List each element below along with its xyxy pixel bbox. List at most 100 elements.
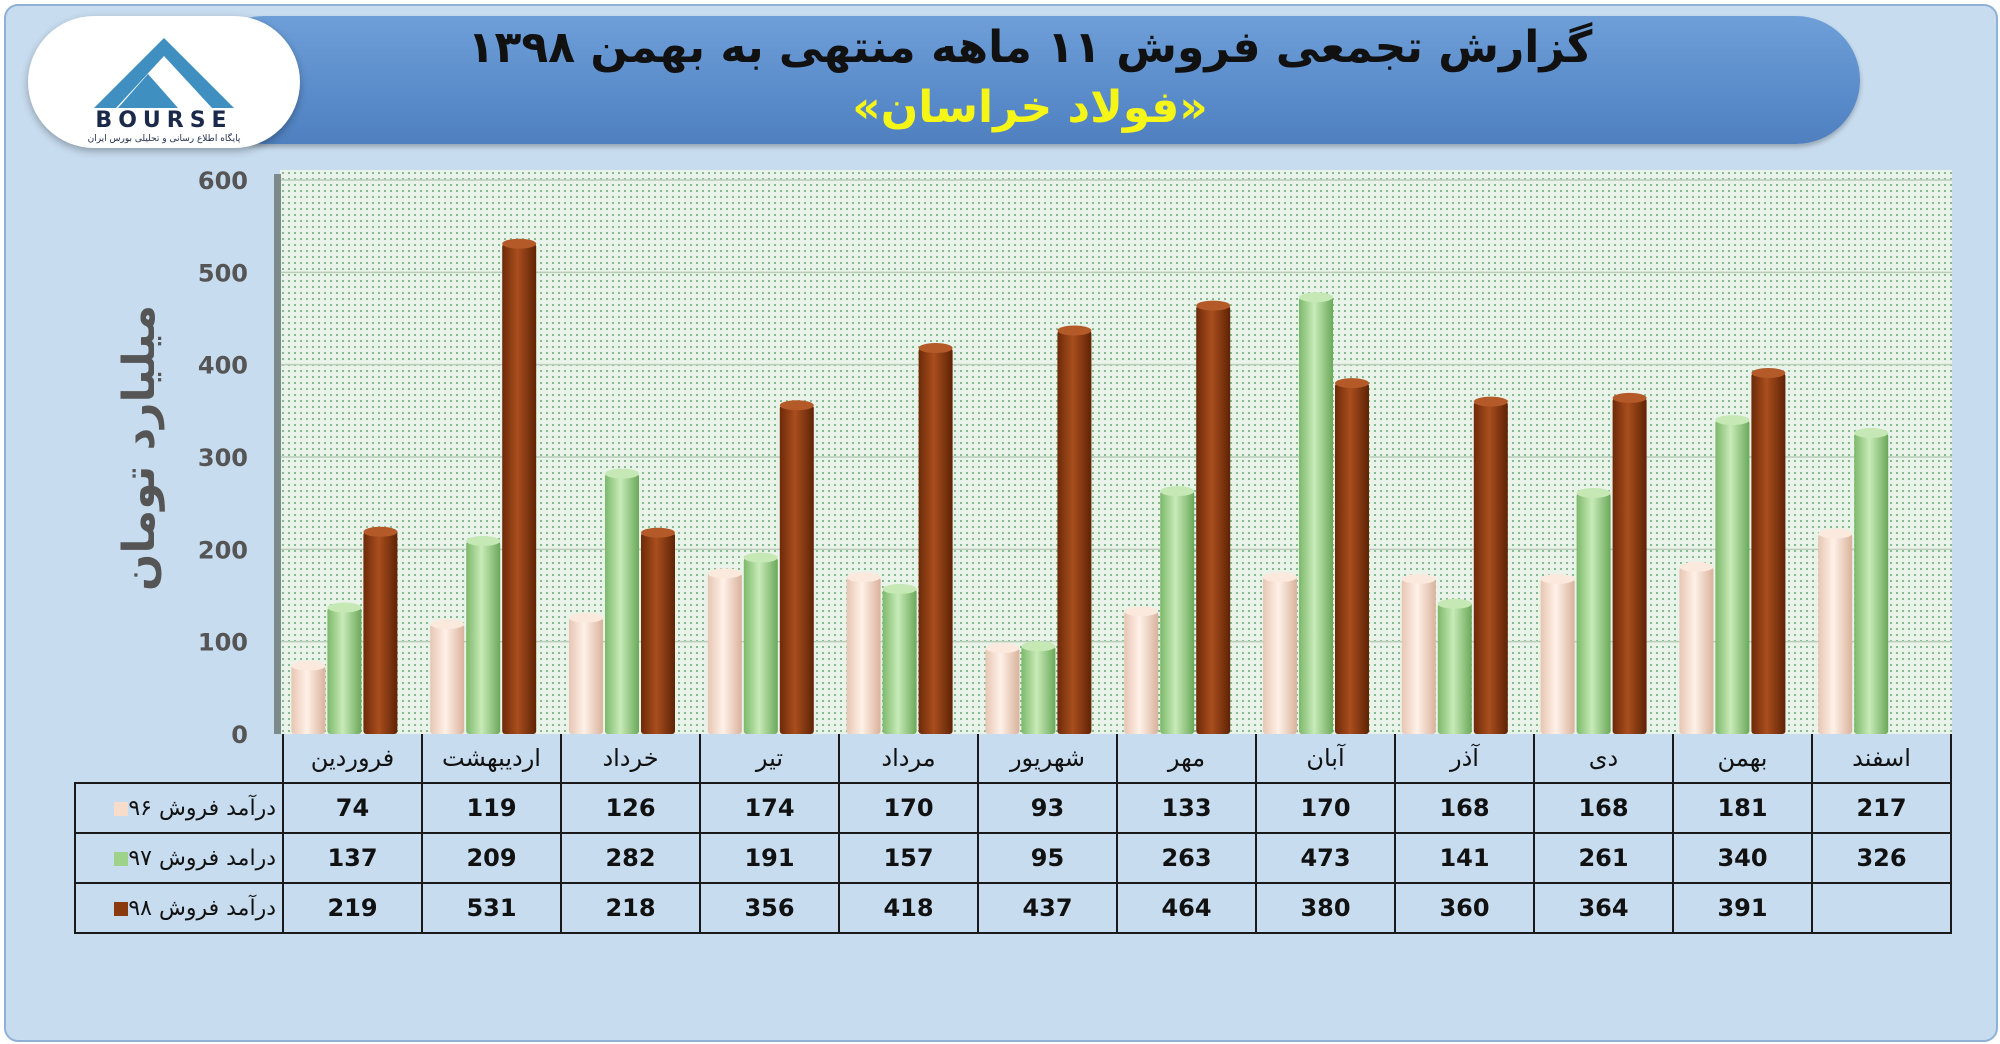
bar (291, 665, 326, 734)
x-tick-label: فروردین (282, 734, 423, 784)
bar-cap (1335, 378, 1369, 389)
bar-cap (1679, 561, 1714, 572)
bar (1437, 603, 1472, 734)
bar (1818, 533, 1853, 734)
bar (1335, 383, 1369, 734)
bar (985, 648, 1020, 734)
data-label: 473 (1255, 832, 1396, 884)
bar (1751, 372, 1786, 734)
data-label: 119 (421, 782, 562, 834)
y-tick-label: 0 (231, 721, 248, 749)
data-label: 464 (1116, 882, 1257, 934)
x-tick-label: آبان (1255, 734, 1396, 784)
bar (1299, 297, 1333, 734)
y-axis-wall (274, 174, 281, 734)
logo-tagline: پایگاه اطلاع رسانی و تحلیلی بورس ایران (87, 134, 241, 144)
bar (641, 532, 675, 734)
table-corner (75, 734, 283, 783)
data-label: 356 (699, 882, 840, 934)
bar-cap (1021, 641, 1056, 652)
bar-cap (1854, 427, 1889, 438)
bar (1057, 330, 1092, 734)
data-label: 126 (560, 782, 701, 834)
data-label: 218 (560, 882, 701, 934)
data-label: 217 (1811, 782, 1952, 834)
x-tick-label: بهمن (1672, 734, 1813, 784)
x-tick-label: آذر (1394, 734, 1535, 784)
data-label: 174 (699, 782, 840, 834)
y-tick-label: 300 (198, 444, 248, 472)
y-tick-label: 400 (198, 352, 248, 380)
logo-text: BOURSE (95, 108, 233, 133)
data-label: 261 (1533, 832, 1674, 884)
table-header-row: فروردین اردیبهشت خرداد تیر مرداد شهریور مهر آبا… (75, 734, 1952, 784)
bar (779, 405, 814, 734)
x-tick-label: خرداد (560, 734, 701, 784)
bars (291, 238, 1889, 734)
bar (918, 348, 953, 734)
bar-cap (1299, 292, 1333, 303)
legend-swatch (114, 801, 129, 816)
bar (1124, 611, 1159, 734)
bar (1263, 577, 1297, 734)
legend-entry: درآمد فروش ۹۸ (74, 882, 284, 934)
data-label: 74 (282, 782, 423, 834)
data-label: 93 (977, 782, 1118, 834)
bar (1540, 578, 1575, 734)
data-label: 141 (1394, 832, 1535, 884)
grid-lines (280, 179, 1952, 643)
bar-cap (882, 584, 917, 595)
bar-cap (363, 526, 398, 537)
bar-cap (1612, 392, 1647, 403)
chart-title: گزارش تجمعی فروش ۱۱ ماهه منتهی به بهمن ۱… (467, 22, 1593, 73)
data-label: 168 (1533, 782, 1674, 834)
bar (1021, 646, 1056, 734)
legend-swatch (114, 851, 129, 866)
x-tick-label: اسفند (1811, 734, 1952, 784)
y-tick-label: 600 (198, 167, 248, 195)
legend-label: درآمد فروش ۹۸ (128, 895, 276, 921)
data-label: 170 (1255, 782, 1396, 834)
bar-cap (846, 572, 881, 583)
bar-cap (430, 619, 465, 630)
bar (569, 617, 603, 734)
data-label: 531 (421, 882, 562, 934)
x-tick-label: اردیبهشت (421, 734, 562, 784)
data-label: 157 (838, 832, 979, 884)
data-label: 418 (838, 882, 979, 934)
bar (882, 589, 917, 734)
bar-cap (1124, 606, 1159, 617)
bar-cap (641, 527, 675, 538)
bar (1715, 420, 1750, 734)
data-label: 360 (1394, 882, 1535, 934)
bar-cap (779, 400, 814, 411)
bar (466, 541, 501, 734)
data-table: فروردین اردیبهشت خرداد تیر مرداد شهریور مهر آبا… (74, 734, 1952, 934)
logo-mark-icon (94, 38, 234, 108)
bar (1160, 491, 1195, 734)
data-label: 326 (1811, 832, 1952, 884)
bar-cap (1540, 573, 1575, 584)
data-label: 437 (977, 882, 1118, 934)
bar (846, 577, 881, 734)
bar-cap (1196, 300, 1231, 311)
legend-label: درامد فروش ۹۷ (128, 845, 276, 871)
y-tick-label: 200 (198, 536, 248, 564)
x-tick-label: مهر (1116, 734, 1257, 784)
bar-cap (1715, 415, 1750, 426)
table-row: درامد فروش ۹۷ 137 209 282 191 157 95 263 473 141 2… (74, 832, 1952, 884)
legend-swatch (114, 901, 129, 916)
y-tick-label: 500 (198, 259, 248, 287)
bar (605, 473, 639, 734)
plot-area (280, 170, 1952, 734)
bar-cap (327, 602, 362, 613)
bar-cap (707, 568, 742, 579)
data-label: 95 (977, 832, 1118, 884)
data-label: 364 (1533, 882, 1674, 934)
bar-cap (466, 536, 501, 547)
bar-cap (1160, 486, 1195, 497)
data-label: 209 (421, 832, 562, 884)
bar-cap (569, 612, 603, 623)
bourse-logo: BOURSE پایگاه اطلاع رسانی و تحلیلی بورس … (28, 16, 300, 148)
